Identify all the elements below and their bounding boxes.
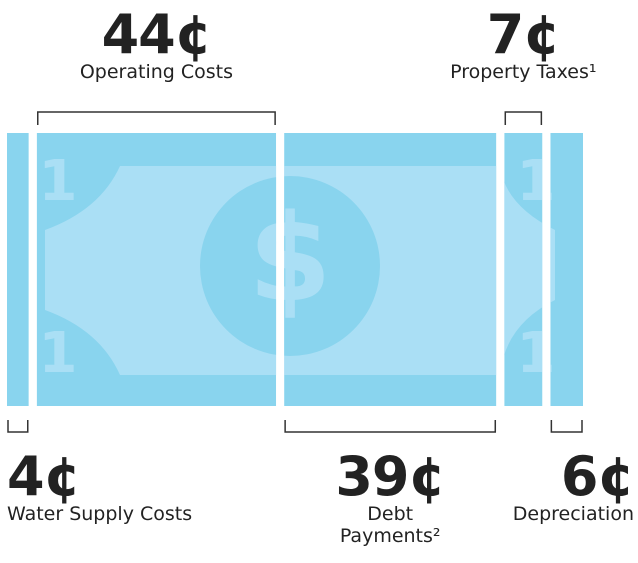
value-label: 7¢: [423, 8, 623, 62]
value-label: 4¢: [7, 450, 267, 504]
segment-gap: [496, 131, 504, 408]
segment-gap: [29, 131, 37, 408]
bracket: [285, 420, 495, 432]
category-label: Depreciation: [474, 504, 634, 526]
value-label: 39¢: [330, 450, 450, 504]
category-label: Operating Costs: [26, 62, 286, 84]
category-label: Debt Payments²: [330, 504, 450, 548]
category-label: Water Supply Costs: [7, 504, 267, 526]
dollar-sign: $: [248, 190, 332, 329]
bill-decoration: $ 1 1 1 1: [39, 149, 556, 386]
segment-label: 7¢Property Taxes¹: [423, 8, 623, 84]
bracket: [8, 420, 28, 432]
category-label: Property Taxes¹: [423, 62, 623, 84]
bracket: [551, 420, 582, 432]
segment-label: 4¢Water Supply Costs: [7, 450, 267, 526]
segment-gap: [276, 131, 284, 408]
value-label: 44¢: [26, 8, 286, 62]
bill-segment: [7, 133, 29, 406]
segment-gap: [542, 131, 550, 408]
segment-label: 44¢Operating Costs: [26, 8, 286, 84]
segment-label: 6¢Depreciation: [474, 450, 634, 526]
bracket: [38, 112, 275, 125]
corner-one: 1: [39, 321, 78, 386]
bracket: [505, 112, 541, 125]
value-label: 6¢: [474, 450, 634, 504]
infographic: $ 1 1 1 1 4¢Water Supply Costs 44¢Operati…: [0, 0, 638, 563]
segment-label: 39¢Debt Payments²: [330, 450, 450, 548]
corner-one: 1: [39, 149, 78, 214]
